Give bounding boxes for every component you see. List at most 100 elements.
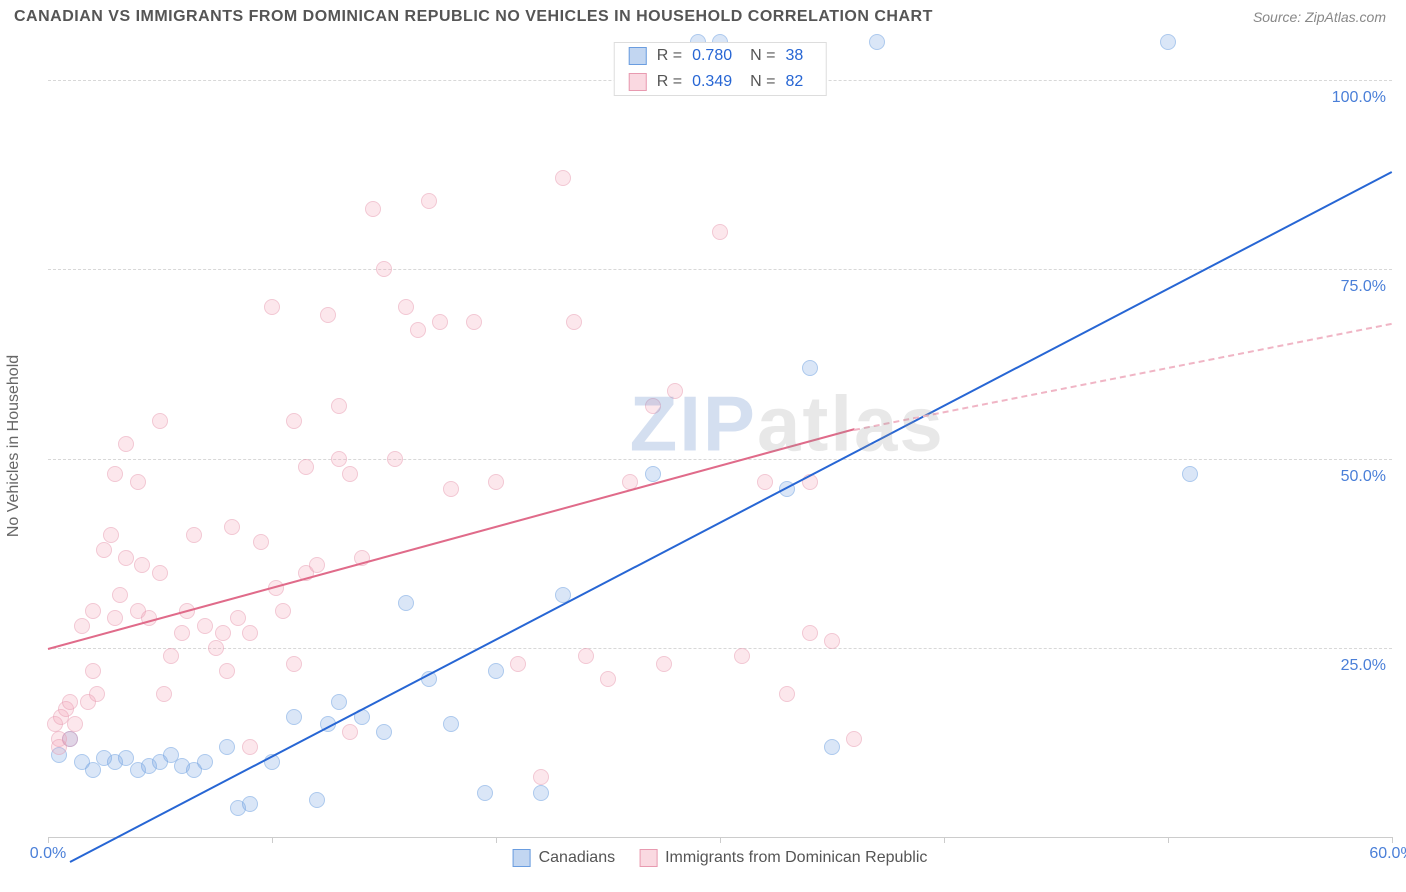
data-point — [107, 610, 123, 626]
x-tick-mark — [48, 837, 49, 843]
series-legend: Canadians Immigrants from Dominican Repu… — [513, 849, 928, 867]
data-point — [186, 527, 202, 543]
data-point — [421, 193, 437, 209]
data-point — [443, 716, 459, 732]
data-point — [477, 785, 493, 801]
data-point — [264, 299, 280, 315]
data-point — [107, 466, 123, 482]
data-point — [667, 383, 683, 399]
data-point — [824, 739, 840, 755]
data-point — [578, 648, 594, 664]
data-point — [219, 739, 235, 755]
data-point — [533, 785, 549, 801]
r-label: R = — [657, 73, 682, 91]
data-point — [757, 474, 773, 490]
data-point — [734, 648, 750, 664]
swatch-pink — [629, 73, 647, 91]
chart-title: CANADIAN VS IMMIGRANTS FROM DOMINICAN RE… — [14, 8, 933, 26]
data-point — [1160, 34, 1176, 50]
data-point — [342, 724, 358, 740]
data-point — [197, 754, 213, 770]
data-point — [286, 709, 302, 725]
data-point — [219, 663, 235, 679]
data-point — [488, 474, 504, 490]
data-point — [802, 625, 818, 641]
data-point — [1182, 466, 1198, 482]
data-point — [712, 224, 728, 240]
x-tick-mark — [272, 837, 273, 843]
n-label: N = — [750, 73, 775, 91]
n-label: N = — [750, 47, 775, 65]
y-tick-label: 75.0% — [1341, 278, 1386, 296]
legend-label: Immigrants from Dominican Republic — [665, 849, 927, 867]
data-point — [163, 648, 179, 664]
x-tick-label: 60.0% — [1369, 845, 1406, 863]
legend-row-immigrants: R = 0.349 N = 82 — [615, 69, 826, 95]
data-point — [118, 550, 134, 566]
x-tick-mark — [944, 837, 945, 843]
data-point — [432, 314, 448, 330]
data-point — [286, 656, 302, 672]
data-point — [96, 542, 112, 558]
data-point — [342, 466, 358, 482]
data-point — [130, 474, 146, 490]
data-point — [645, 466, 661, 482]
legend-item-canadians: Canadians — [513, 849, 616, 867]
legend-item-immigrants: Immigrants from Dominican Republic — [639, 849, 927, 867]
data-point — [208, 640, 224, 656]
source-attribution: Source: ZipAtlas.com — [1253, 9, 1386, 25]
y-tick-label: 50.0% — [1341, 468, 1386, 486]
gridline — [48, 648, 1392, 649]
swatch-pink — [639, 849, 657, 867]
swatch-blue — [629, 47, 647, 65]
trend-line — [70, 171, 1393, 863]
chart-plot-area: 25.0%50.0%75.0%100.0%0.0%60.0% ZIPatlas … — [48, 42, 1392, 838]
data-point — [215, 625, 231, 641]
data-point — [134, 557, 150, 573]
data-point — [824, 633, 840, 649]
data-point — [309, 792, 325, 808]
data-point — [174, 625, 190, 641]
data-point — [779, 686, 795, 702]
x-tick-mark — [1168, 837, 1169, 843]
trend-line — [48, 429, 855, 651]
data-point — [331, 398, 347, 414]
data-point — [67, 716, 83, 732]
data-point — [376, 724, 392, 740]
gridline — [48, 459, 1392, 460]
data-point — [286, 413, 302, 429]
n-value-canadians: 38 — [785, 47, 803, 65]
data-point — [410, 322, 426, 338]
r-value-immigrants: 0.349 — [692, 73, 732, 91]
data-point — [802, 360, 818, 376]
data-point — [309, 557, 325, 573]
correlation-legend: R = 0.780 N = 38 R = 0.349 N = 82 — [614, 42, 827, 96]
x-tick-label: 0.0% — [30, 845, 66, 863]
x-tick-mark — [1392, 837, 1393, 843]
data-point — [387, 451, 403, 467]
data-point — [112, 587, 128, 603]
data-point — [156, 686, 172, 702]
data-point — [118, 436, 134, 452]
data-point — [275, 603, 291, 619]
data-point — [152, 565, 168, 581]
data-point — [656, 656, 672, 672]
data-point — [555, 170, 571, 186]
data-point — [846, 731, 862, 747]
data-point — [85, 663, 101, 679]
data-point — [331, 694, 347, 710]
data-point — [242, 739, 258, 755]
trend-line — [854, 323, 1392, 431]
data-point — [197, 618, 213, 634]
data-point — [242, 796, 258, 812]
data-point — [320, 307, 336, 323]
data-point — [242, 625, 258, 641]
data-point — [62, 731, 78, 747]
data-point — [398, 595, 414, 611]
legend-row-canadians: R = 0.780 N = 38 — [615, 43, 826, 69]
data-point — [62, 694, 78, 710]
y-tick-label: 100.0% — [1332, 89, 1386, 107]
data-point — [376, 261, 392, 277]
data-point — [443, 481, 459, 497]
data-point — [645, 398, 661, 414]
